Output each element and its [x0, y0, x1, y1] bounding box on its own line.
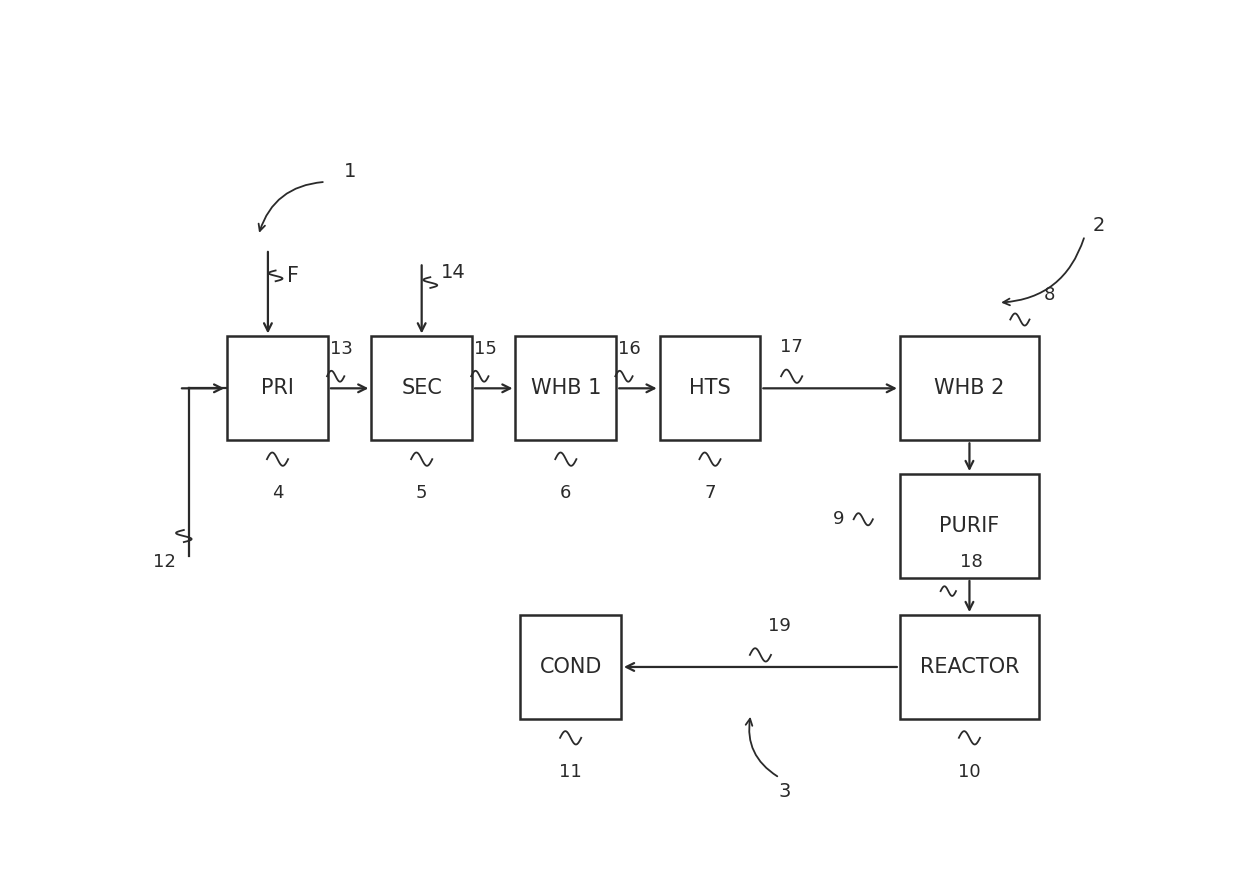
Text: 13: 13 — [330, 340, 352, 358]
Text: 5: 5 — [415, 484, 428, 502]
Text: REACTOR: REACTOR — [920, 657, 1019, 677]
Text: 12: 12 — [154, 553, 176, 571]
Bar — [371, 337, 472, 440]
Text: 1: 1 — [343, 162, 356, 181]
Bar — [660, 337, 760, 440]
Bar — [900, 337, 1039, 440]
Text: 8: 8 — [1044, 286, 1055, 304]
Text: 9: 9 — [832, 510, 844, 528]
Bar — [900, 474, 1039, 578]
Bar — [516, 337, 616, 440]
Text: COND: COND — [539, 657, 601, 677]
Text: WHB 2: WHB 2 — [934, 378, 1004, 399]
Text: 2: 2 — [1092, 216, 1105, 235]
Text: F: F — [288, 266, 299, 286]
Text: PURIF: PURIF — [940, 516, 999, 536]
Text: 7: 7 — [704, 484, 715, 502]
Text: HTS: HTS — [689, 378, 730, 399]
Text: 18: 18 — [960, 553, 982, 571]
Text: 3: 3 — [779, 781, 791, 800]
Text: 14: 14 — [441, 263, 466, 282]
Text: SEC: SEC — [402, 378, 443, 399]
Text: 4: 4 — [272, 484, 283, 502]
Text: WHB 1: WHB 1 — [531, 378, 601, 399]
Text: 17: 17 — [780, 338, 804, 356]
Text: 6: 6 — [560, 484, 572, 502]
Bar — [521, 615, 621, 719]
Text: 19: 19 — [769, 617, 791, 635]
Bar — [900, 615, 1039, 719]
Text: 11: 11 — [559, 763, 582, 780]
Bar — [227, 337, 327, 440]
Text: 16: 16 — [619, 340, 641, 358]
Text: PRI: PRI — [262, 378, 294, 399]
Text: 15: 15 — [474, 340, 497, 358]
Text: 10: 10 — [959, 763, 981, 780]
